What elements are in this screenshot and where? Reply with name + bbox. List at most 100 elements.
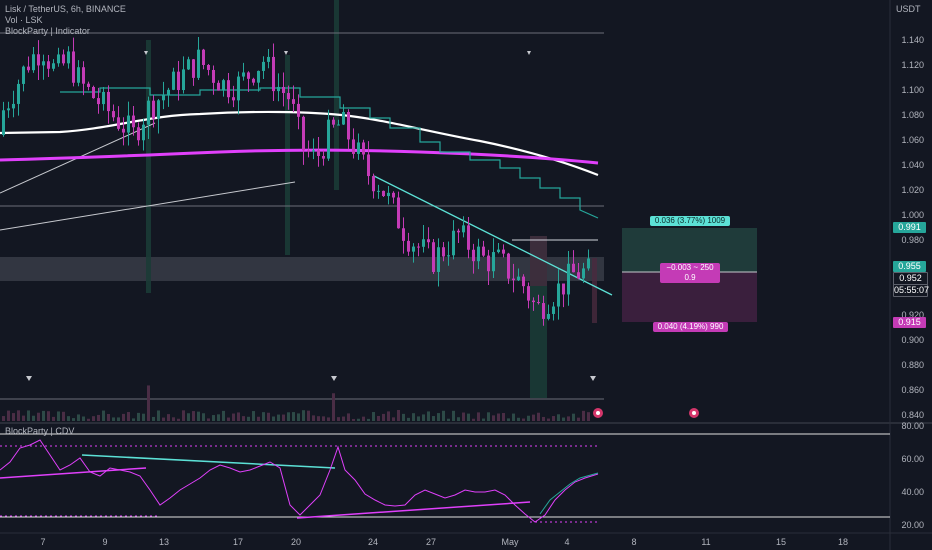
oscillator-axis-tick: 60.00 xyxy=(901,454,924,464)
candle-body xyxy=(572,263,575,273)
volume-bar xyxy=(22,415,25,421)
volume-bar xyxy=(117,417,120,421)
candle-body xyxy=(297,103,300,117)
price-axis-tick: 0.860 xyxy=(901,385,924,395)
volume-bar xyxy=(452,410,455,421)
volume-bar xyxy=(42,410,45,421)
volume-bar xyxy=(487,412,490,421)
volume-bar xyxy=(167,414,170,421)
candle-body xyxy=(542,303,545,319)
candle-body xyxy=(107,91,110,112)
volume-bar xyxy=(182,410,185,421)
volume-bar xyxy=(217,414,220,421)
price-axis-tick: 1.020 xyxy=(901,185,924,195)
volume-bar xyxy=(557,414,560,421)
candle-body xyxy=(222,80,225,91)
candle-body xyxy=(167,89,170,96)
entry-label[interactable]: −0.003 ~ 250 0.9 xyxy=(660,263,720,283)
candle-body xyxy=(22,66,25,84)
candle-body xyxy=(252,78,255,83)
volume-bar xyxy=(77,414,80,421)
volume-bar xyxy=(517,417,520,421)
volume-bar xyxy=(47,411,50,421)
candle-body xyxy=(137,127,140,141)
candle-body xyxy=(232,97,235,101)
volume-bar xyxy=(162,417,165,421)
entry-price-tag: 0.955 xyxy=(893,261,926,272)
volume-bar xyxy=(267,412,270,421)
candle-body xyxy=(127,115,130,133)
candle-body xyxy=(257,70,260,83)
stop-price-tag: 0.915 xyxy=(893,317,926,328)
date-axis-tick: 20 xyxy=(290,537,302,547)
candle-body xyxy=(277,86,280,92)
candle-body xyxy=(97,98,100,105)
volume-bar xyxy=(422,414,425,421)
candle-body xyxy=(477,246,480,262)
candle-body xyxy=(52,63,55,69)
volume-bar xyxy=(432,416,435,421)
candle-body xyxy=(57,54,60,64)
candle-body xyxy=(427,239,430,243)
date-axis-tick: 9 xyxy=(102,537,108,547)
volume-bar xyxy=(477,412,480,421)
volume-bar xyxy=(232,413,235,421)
candle-body xyxy=(562,283,565,295)
bell-icon xyxy=(284,51,288,55)
candle-body xyxy=(347,111,350,140)
skull-icon xyxy=(590,376,596,381)
volume-bar xyxy=(212,415,215,421)
volume-legend[interactable]: Vol · LSK xyxy=(5,15,43,25)
candle-body xyxy=(102,91,105,105)
volume-bar xyxy=(62,411,65,421)
symbol-legend[interactable]: Lisk / TetherUS, 6h, BINANCE xyxy=(5,4,126,14)
candle-body xyxy=(207,64,210,70)
volume-bars xyxy=(2,385,590,421)
candle-body xyxy=(342,111,345,125)
candle-body xyxy=(62,54,65,64)
date-axis-tick: 27 xyxy=(425,537,437,547)
candle-body xyxy=(522,276,525,287)
candle-body xyxy=(557,283,560,307)
candle-body xyxy=(112,111,115,118)
volume-bar xyxy=(87,418,90,421)
volume-bar xyxy=(497,413,500,421)
volume-bar xyxy=(197,411,200,421)
volume-bar xyxy=(467,413,470,421)
volume-bar xyxy=(37,412,40,421)
candle-body xyxy=(272,56,275,92)
bell-icon xyxy=(527,51,531,55)
volume-bar xyxy=(427,411,430,421)
candle-body xyxy=(267,56,270,62)
volume-bar xyxy=(192,411,195,421)
candle-body xyxy=(312,150,315,152)
candle-body xyxy=(337,124,340,126)
volume-bar xyxy=(222,410,225,421)
candle-body xyxy=(457,230,460,233)
volume-bar xyxy=(252,411,255,421)
candle-body xyxy=(67,51,70,64)
candle-body xyxy=(307,150,310,152)
candle-body xyxy=(7,108,10,111)
event-badges[interactable] xyxy=(593,408,699,418)
volume-bar xyxy=(447,418,450,421)
volume-bar xyxy=(132,418,135,421)
candle-body xyxy=(437,247,440,272)
candle-body xyxy=(27,66,30,71)
ma-teal-step xyxy=(60,87,599,219)
skull-icon xyxy=(331,376,337,381)
cdv-legend[interactable]: BlockParty | CDV xyxy=(5,426,75,436)
candle-body xyxy=(362,142,365,155)
oscillator-axis-tick: 20.00 xyxy=(901,520,924,530)
candle-body xyxy=(12,103,15,109)
indicator-legend[interactable]: BlockParty | Indicator xyxy=(5,26,90,36)
candle-body xyxy=(147,100,150,125)
volume-bar xyxy=(547,418,550,421)
volume-bar xyxy=(342,416,345,421)
volume-bar xyxy=(187,413,190,421)
candle-body xyxy=(77,67,80,83)
skull-icon xyxy=(26,376,32,381)
oscillator-axis-tick: 40.00 xyxy=(901,487,924,497)
candle-body xyxy=(422,239,425,247)
